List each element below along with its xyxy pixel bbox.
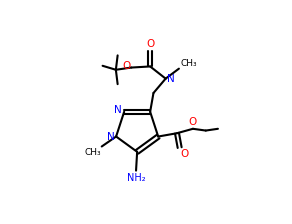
Text: CH₃: CH₃ (180, 58, 197, 68)
Text: CH₃: CH₃ (84, 148, 101, 157)
Text: O: O (181, 149, 189, 159)
Text: O: O (188, 117, 197, 127)
Text: N: N (107, 131, 115, 142)
Text: NH₂: NH₂ (127, 173, 145, 183)
Text: N: N (114, 105, 122, 115)
Text: O: O (147, 39, 155, 49)
Text: N: N (167, 74, 175, 84)
Text: O: O (122, 61, 131, 71)
